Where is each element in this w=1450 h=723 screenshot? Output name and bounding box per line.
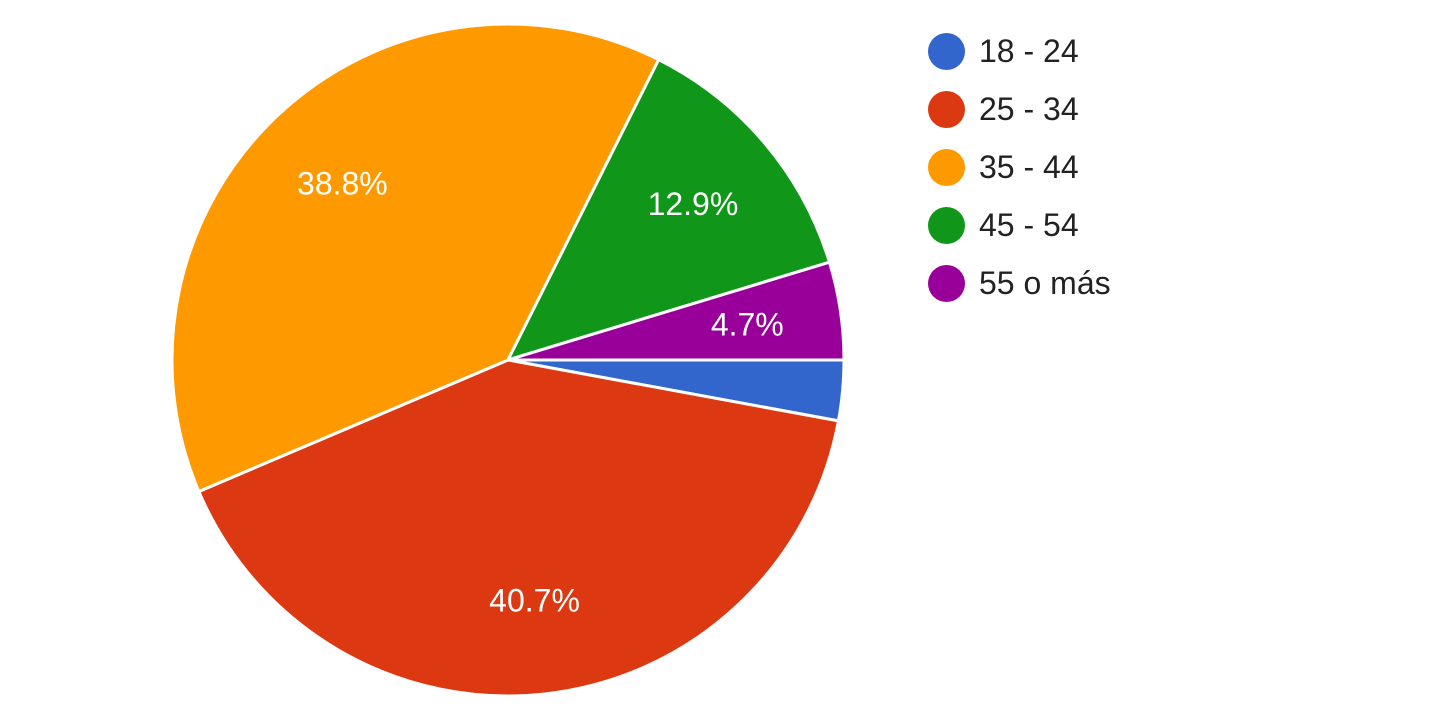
data-label-25-34: 40.7% [489, 582, 580, 618]
pie-slice-35-44 [170, 22, 661, 494]
legend-swatch-18-24 [928, 32, 965, 70]
pie-slice-45-54 [505, 57, 832, 363]
pie-slices [170, 22, 846, 698]
chart-legend: 18 - 24 25 - 34 35 - 44 45 - 54 55 o más [928, 22, 1111, 312]
legend-item-25-34: 25 - 34 [928, 80, 1111, 138]
legend-item-18-24: 18 - 24 [928, 22, 1111, 80]
legend-item-45-54: 45 - 54 [928, 196, 1111, 254]
pie-slice-55-o-m-s [507, 260, 846, 362]
data-label-35-44: 38.8% [297, 166, 388, 202]
legend-swatch-45-54 [928, 206, 965, 244]
data-label-55-o-m-s: 4.7% [711, 306, 784, 342]
legend-label-45-54: 45 - 54 [979, 206, 1079, 243]
legend-label-18-24: 18 - 24 [979, 32, 1079, 69]
legend-item-35-44: 35 - 44 [928, 138, 1111, 196]
legend-item-55-o-m-s: 55 o más [928, 254, 1111, 312]
legend-swatch-25-34 [928, 90, 965, 128]
legend-swatch-35-44 [928, 148, 965, 186]
legend-label-25-34: 25 - 34 [979, 90, 1079, 127]
pie-slice-25-34 [196, 358, 841, 698]
legend-label-35-44: 35 - 44 [979, 148, 1079, 185]
data-label-45-54: 12.9% [648, 186, 739, 222]
pie-data-labels: 40.7% 38.8% 12.9% 4.7% [297, 166, 784, 619]
legend-label-55-o-m-s: 55 o más [979, 264, 1111, 301]
legend-swatch-55-o-m-s [928, 264, 965, 302]
